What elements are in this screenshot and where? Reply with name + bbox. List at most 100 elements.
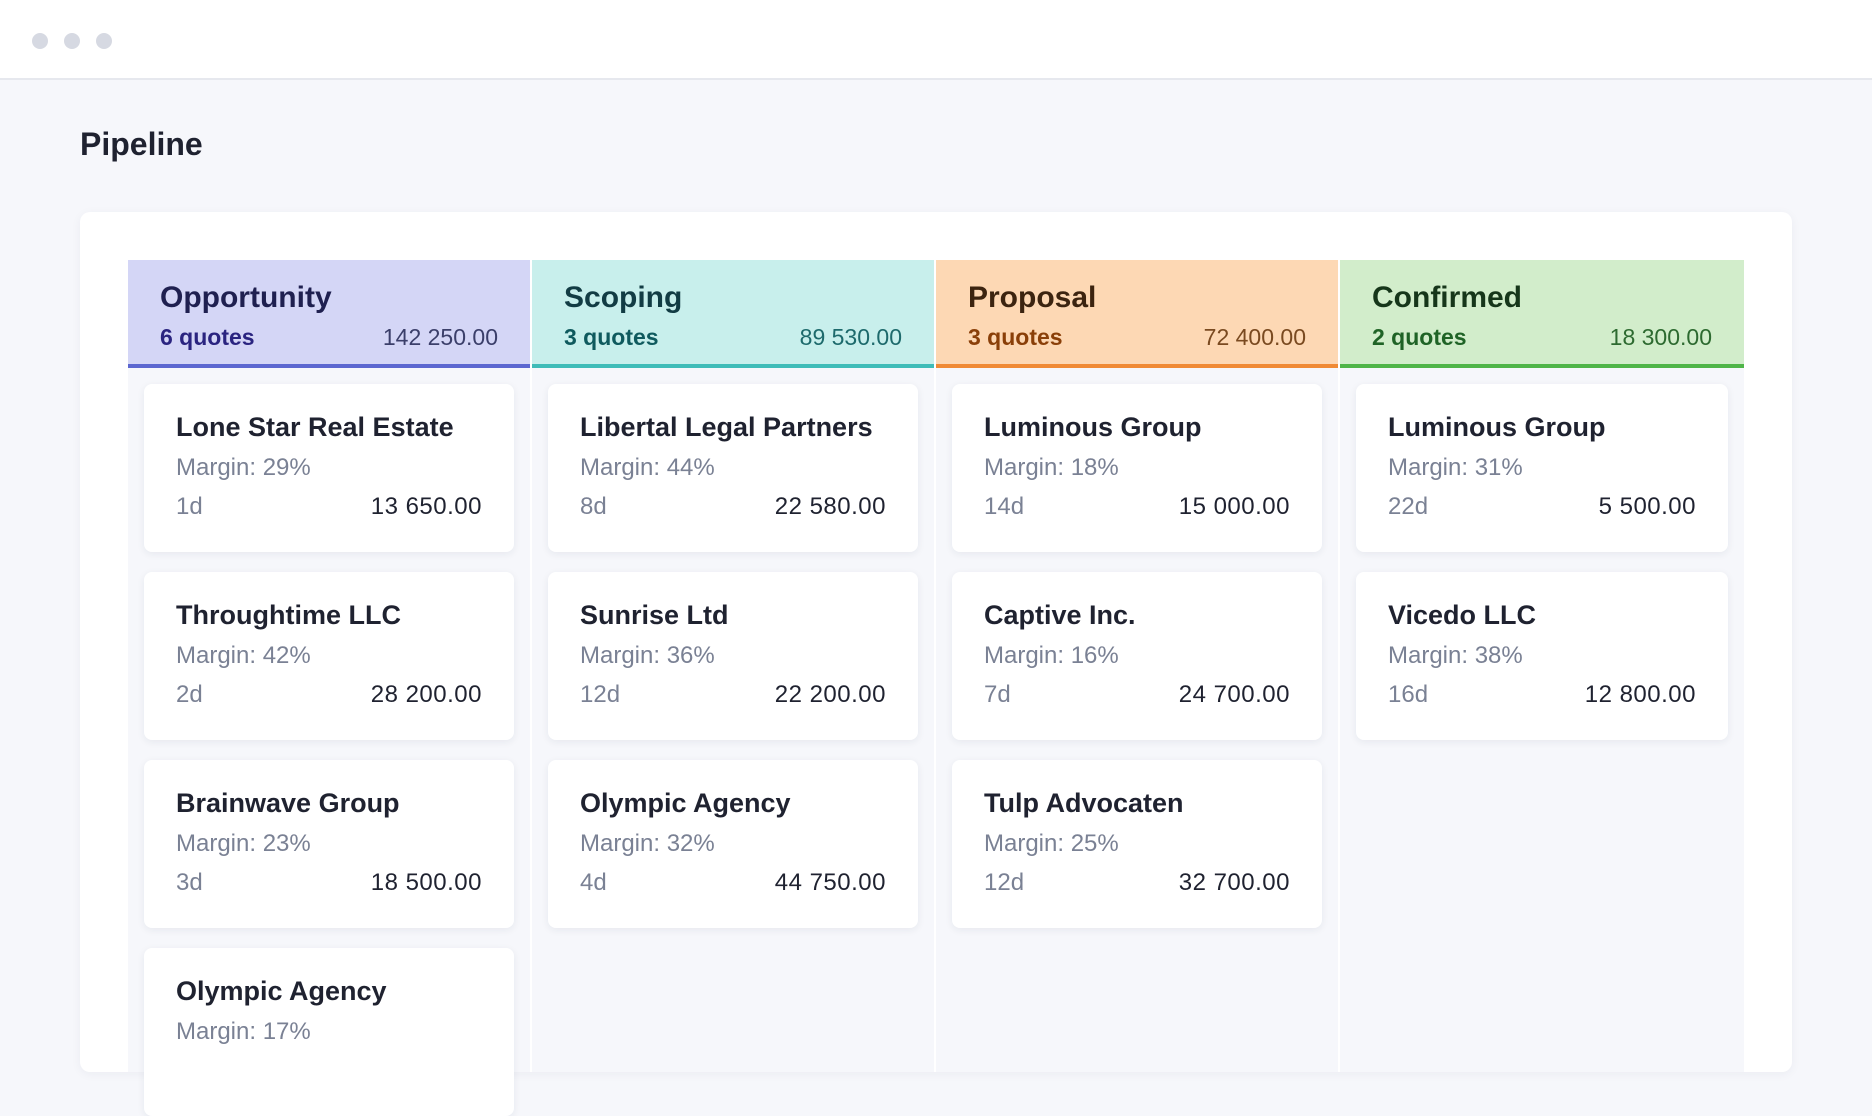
quote-amount: 24 700.00 — [1178, 681, 1290, 708]
quote-age: 8d — [580, 493, 607, 520]
quote-amount: 22 580.00 — [774, 493, 886, 520]
column-card-list: Lone Star Real Estate Margin: 29% 1d 13 650… — [128, 368, 530, 1116]
quote-footer: 1d 13 650.00 — [176, 492, 482, 522]
quote-margin: Margin: 44% — [580, 454, 715, 481]
quote-footer: 22d 5 500.00 — [1388, 492, 1696, 522]
quote-footer: 2d 28 200.00 — [176, 680, 482, 710]
pipeline-column-scoping: Scoping 3 quotes 89 530.00 Libertal Legal P… — [532, 260, 936, 1072]
quote-margin: Margin: 25% — [984, 830, 1119, 857]
quote-age: 3d — [176, 869, 203, 896]
quote-amount: 12 800.00 — [1584, 681, 1696, 708]
pipeline-board: Opportunity 6 quotes 142 250.00 Lone Star R… — [80, 212, 1792, 1116]
quote-client-name: Luminous Group — [984, 412, 1202, 442]
column-title: Confirmed — [1372, 281, 1522, 314]
quote-margin: Margin: 38% — [1388, 642, 1523, 669]
quote-margin: Margin: 18% — [984, 454, 1119, 481]
quote-footer: 4d 44 750.00 — [580, 868, 886, 898]
column-total-amount: 142 250.00 — [382, 324, 498, 350]
column-header[interactable]: Scoping 3 quotes 89 530.00 — [532, 260, 934, 368]
column-summary: 6 quotes 142 250.00 — [160, 322, 498, 352]
quote-footer: 12d 32 700.00 — [984, 868, 1290, 898]
quote-card[interactable]: Captive Inc. Margin: 16% 7d 24 700.00 — [952, 572, 1322, 740]
column-card-list: Luminous Group Margin: 31% 22d 5 500.00 Vice… — [1340, 368, 1744, 740]
quote-client-name: Libertal Legal Partners — [580, 412, 873, 442]
quote-amount: 13 650.00 — [370, 493, 482, 520]
quote-amount: 28 200.00 — [370, 681, 482, 708]
quote-margin: Margin: 31% — [1388, 454, 1523, 481]
quote-client-name: Captive Inc. — [984, 600, 1136, 630]
window-titlebar — [0, 0, 1872, 80]
pipeline-column-proposal: Proposal 3 quotes 72 400.00 Luminous Group M… — [936, 260, 1340, 1072]
quote-card[interactable]: Tulp Advocaten Margin: 25% 12d 32 700.00 — [952, 760, 1322, 928]
quote-age: 1d — [176, 493, 203, 520]
quote-age: 22d — [1388, 493, 1429, 520]
column-title: Proposal — [968, 281, 1097, 314]
column-quote-count: 3 quotes — [564, 324, 659, 350]
column-card-list: Libertal Legal Partners Margin: 44% 8d 22 5… — [532, 368, 934, 928]
quote-card[interactable]: Olympic Agency Margin: 17% — [144, 948, 514, 1116]
quote-card[interactable]: Olympic Agency Margin: 32% 4d 44 750.00 — [548, 760, 918, 928]
quote-client-name: Olympic Agency — [580, 788, 791, 818]
quote-footer: 14d 15 000.00 — [984, 492, 1290, 522]
quote-amount: 18 500.00 — [370, 869, 482, 896]
quote-footer: 7d 24 700.00 — [984, 680, 1290, 710]
quote-margin: Margin: 32% — [580, 830, 715, 857]
quote-client-name: Sunrise Ltd — [580, 600, 729, 630]
quote-margin: Margin: 16% — [984, 642, 1119, 669]
pipeline-column-confirmed: Confirmed 2 quotes 18 300.00 Luminous Group… — [1340, 260, 1744, 1072]
quote-age: 14d — [984, 493, 1025, 520]
column-summary: 3 quotes 89 530.00 — [564, 322, 902, 352]
quote-card[interactable]: Lone Star Real Estate Margin: 29% 1d 13 650… — [144, 384, 514, 552]
quote-client-name: Olympic Agency — [176, 976, 387, 1006]
quote-amount: 15 000.00 — [1178, 493, 1290, 520]
quote-amount: 22 200.00 — [774, 681, 886, 708]
quote-age: 16d — [1388, 681, 1429, 708]
quote-card[interactable]: Libertal Legal Partners Margin: 44% 8d 22 5… — [548, 384, 918, 552]
quote-client-name: Lone Star Real Estate — [176, 412, 454, 442]
column-title: Opportunity — [160, 281, 332, 314]
quote-amount: 44 750.00 — [774, 869, 886, 896]
column-summary: 2 quotes 18 300.00 — [1372, 322, 1712, 352]
quote-margin: Margin: 17% — [176, 1018, 311, 1045]
window-close-dot[interactable] — [32, 33, 48, 49]
quote-age: 12d — [580, 681, 621, 708]
column-total-amount: 89 530.00 — [799, 324, 902, 350]
column-quote-count: 6 quotes — [160, 324, 255, 350]
quote-client-name: Throughtime LLC — [176, 600, 401, 630]
quote-amount: 32 700.00 — [1178, 869, 1290, 896]
window-maximize-dot[interactable] — [96, 33, 112, 49]
column-header[interactable]: Opportunity 6 quotes 142 250.00 — [128, 260, 530, 368]
pipeline-columns: Opportunity 6 quotes 142 250.00 Lone Star R… — [128, 260, 1744, 1116]
quote-margin: Margin: 36% — [580, 642, 715, 669]
window-minimize-dot[interactable] — [64, 33, 80, 49]
column-title: Scoping — [564, 281, 683, 314]
quote-card[interactable]: Throughtime LLC Margin: 42% 2d 28 200.00 — [144, 572, 514, 740]
quote-margin: Margin: 42% — [176, 642, 311, 669]
quote-card[interactable]: Brainwave Group Margin: 23% 3d 18 500.00 — [144, 760, 514, 928]
quote-card[interactable]: Sunrise Ltd Margin: 36% 12d 22 200.00 — [548, 572, 918, 740]
quote-card[interactable]: Vicedo LLC Margin: 38% 16d 12 800.00 — [1356, 572, 1728, 740]
quote-footer: 16d 12 800.00 — [1388, 680, 1696, 710]
column-total-amount: 18 300.00 — [1609, 324, 1712, 350]
column-header[interactable]: Confirmed 2 quotes 18 300.00 — [1340, 260, 1744, 368]
quote-footer: 12d 22 200.00 — [580, 680, 886, 710]
quote-client-name: Vicedo LLC — [1388, 600, 1537, 630]
quote-client-name: Brainwave Group — [176, 788, 400, 818]
quote-age: 12d — [984, 869, 1025, 896]
column-header[interactable]: Proposal 3 quotes 72 400.00 — [936, 260, 1338, 368]
quote-card[interactable]: Luminous Group Margin: 31% 22d 5 500.00 — [1356, 384, 1728, 552]
quote-client-name: Tulp Advocaten — [984, 788, 1184, 818]
column-card-list: Luminous Group Margin: 18% 14d 15 000.00 Cap… — [936, 368, 1338, 928]
quote-age: 7d — [984, 681, 1011, 708]
quote-client-name: Luminous Group — [1388, 412, 1606, 442]
quote-margin: Margin: 29% — [176, 454, 311, 481]
column-quote-count: 2 quotes — [1372, 324, 1467, 350]
quote-amount: 5 500.00 — [1598, 493, 1696, 520]
quote-card[interactable]: Luminous Group Margin: 18% 14d 15 000.00 — [952, 384, 1322, 552]
quote-footer: 8d 22 580.00 — [580, 492, 886, 522]
quote-age: 4d — [580, 869, 607, 896]
quote-footer: 3d 18 500.00 — [176, 868, 482, 898]
column-quote-count: 3 quotes — [968, 324, 1063, 350]
pipeline-column-opportunity: Opportunity 6 quotes 142 250.00 Lone Star R… — [128, 260, 532, 1116]
column-total-amount: 72 400.00 — [1203, 324, 1306, 350]
